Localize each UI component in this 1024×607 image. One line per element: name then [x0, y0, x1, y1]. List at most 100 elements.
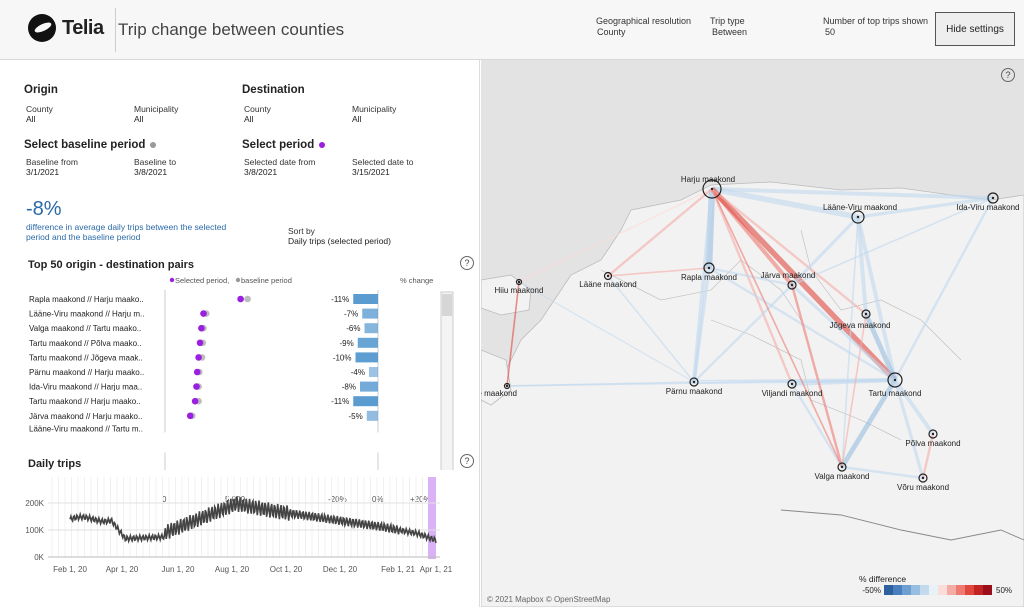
- map-canvas[interactable]: Harju maakond Lääne-Viru maakond Ida-Viru …: [481, 60, 1024, 607]
- trip-flow-line[interactable]: [857, 196, 994, 219]
- trip-flow-line[interactable]: [841, 465, 924, 480]
- trip-flow-line[interactable]: [841, 216, 859, 468]
- county-node[interactable]: [861, 309, 871, 319]
- county-node[interactable]: [689, 377, 699, 387]
- pair-label[interactable]: Ida-Viru maakond // Harju maa..: [29, 383, 142, 392]
- trip-flow-line[interactable]: [790, 215, 860, 287]
- selected-dot[interactable]: [191, 397, 199, 405]
- logo-text: Telia: [62, 16, 104, 39]
- trip-flow-line[interactable]: [607, 188, 713, 277]
- selected-dot[interactable]: [195, 354, 202, 361]
- legend-selected-text: Selected period,: [175, 276, 229, 285]
- pair-label[interactable]: Lääne-Viru maakond // Harju m..: [29, 310, 144, 319]
- trip-flow-line[interactable]: [711, 188, 867, 315]
- county-node[interactable]: [503, 382, 511, 390]
- county-node[interactable]: [851, 210, 865, 224]
- trip-flow-line[interactable]: [839, 378, 898, 469]
- pct-change-bar[interactable]: [353, 396, 378, 407]
- pair-label[interactable]: Järva maakond // Harju maako..: [29, 412, 142, 421]
- trip-flow-line[interactable]: [692, 267, 711, 383]
- pair-label[interactable]: Tartu maakond // Harju maako..: [29, 397, 141, 406]
- trip-flow-line[interactable]: [518, 188, 713, 283]
- destination-county-select[interactable]: All: [244, 114, 254, 124]
- setting-trip-type[interactable]: Trip type Between: [710, 16, 747, 38]
- selected-dot[interactable]: [237, 295, 244, 303]
- trip-flow-line[interactable]: [790, 383, 844, 468]
- pair-label[interactable]: Tartu maakond // Põlva maako..: [29, 339, 142, 348]
- origin-municipality-select[interactable]: All: [134, 114, 144, 124]
- pct-change-bar[interactable]: [369, 367, 378, 377]
- county-node[interactable]: [787, 280, 797, 290]
- selected-dot[interactable]: [200, 310, 207, 317]
- county-node[interactable]: [702, 179, 722, 199]
- selected-dot[interactable]: [186, 412, 194, 420]
- period-to-input[interactable]: 3/15/2021: [352, 167, 390, 177]
- trip-flow-line[interactable]: [856, 216, 897, 381]
- trip-flow-line[interactable]: [693, 284, 793, 383]
- map-panel[interactable]: Harju maakond Lääne-Viru maakond Ida-Viru …: [481, 60, 1024, 607]
- county-node[interactable]: [928, 429, 938, 439]
- trip-flow-line[interactable]: [711, 188, 843, 468]
- trip-flow-line[interactable]: [708, 266, 793, 287]
- setting-top-trips[interactable]: Number of top trips shown 50: [823, 16, 928, 38]
- pct-change-bar[interactable]: [357, 337, 378, 348]
- trip-flow-line[interactable]: [506, 379, 896, 387]
- origin-county-select[interactable]: All: [26, 114, 36, 124]
- trip-flow-line[interactable]: [709, 187, 898, 382]
- trip-flow-line[interactable]: [893, 379, 925, 479]
- trip-flow-line[interactable]: [506, 281, 520, 387]
- county-node[interactable]: [887, 372, 903, 388]
- trip-flow-line[interactable]: [711, 186, 859, 220]
- pct-change-bar[interactable]: [355, 352, 379, 363]
- pair-label[interactable]: Pärnu maakond // Harju maako..: [29, 368, 144, 377]
- baseline-dot[interactable]: [244, 295, 251, 303]
- map-help-icon[interactable]: ?: [1001, 68, 1015, 82]
- county-node[interactable]: [603, 271, 613, 281]
- map-attribution[interactable]: © 2021 Mapbox © OpenStreetMap: [487, 595, 611, 604]
- trip-flow-line[interactable]: [518, 281, 695, 383]
- trip-flow-line[interactable]: [607, 267, 710, 277]
- county-node[interactable]: [987, 192, 999, 204]
- trip-flow-line[interactable]: [856, 216, 868, 315]
- pct-change-bar[interactable]: [364, 323, 379, 334]
- pairs-scrollbar-thumb[interactable]: [442, 294, 452, 316]
- selected-dot[interactable]: [198, 324, 205, 332]
- trip-flow-line[interactable]: [791, 197, 994, 286]
- pair-label[interactable]: Valga maakond // Tartu maako..: [29, 324, 141, 333]
- pair-label[interactable]: Tartu maakond // Jõgeva maak..: [29, 353, 143, 362]
- pair-label[interactable]: Rapla maakond // Harju maako..: [29, 295, 144, 304]
- trip-flow-line[interactable]: [841, 313, 867, 468]
- county-node[interactable]: [837, 462, 847, 472]
- trip-flow-line[interactable]: [710, 188, 794, 385]
- trip-flow-line[interactable]: [893, 197, 995, 381]
- trip-flow-line[interactable]: [711, 187, 994, 200]
- selected-dot[interactable]: [196, 339, 204, 347]
- baseline-to-input[interactable]: 3/8/2021: [134, 167, 168, 177]
- county-node[interactable]: [703, 262, 715, 274]
- trip-flow-line[interactable]: [790, 284, 844, 468]
- trip-flow-line[interactable]: [863, 313, 898, 381]
- trip-flow-line[interactable]: [921, 433, 935, 479]
- help-icon[interactable]: ?: [460, 454, 474, 468]
- help-icon[interactable]: ?: [460, 256, 474, 270]
- trip-flow-line[interactable]: [790, 283, 897, 382]
- pct-change-bar[interactable]: [366, 410, 378, 421]
- selected-dot[interactable]: [193, 368, 201, 376]
- pairs-scrollbar[interactable]: [440, 291, 454, 470]
- pair-label[interactable]: Lääne-Viru maakond // Tartu m..: [29, 424, 143, 433]
- pct-change-bar[interactable]: [353, 294, 378, 304]
- pct-change-bar[interactable]: [362, 308, 378, 319]
- period-from-input[interactable]: 3/8/2021: [244, 167, 278, 177]
- county-node[interactable]: [515, 278, 523, 286]
- sort-select[interactable]: Daily trips (selected period): [288, 236, 391, 246]
- hide-settings-button[interactable]: Hide settings: [935, 12, 1015, 46]
- county-node[interactable]: [787, 379, 797, 389]
- pct-change-bar[interactable]: [360, 381, 378, 392]
- trip-flow-line[interactable]: [607, 275, 695, 383]
- trip-flow-line[interactable]: [893, 378, 935, 436]
- destination-municipality-select[interactable]: All: [352, 114, 362, 124]
- baseline-from-input[interactable]: 3/1/2021: [26, 167, 60, 177]
- setting-geo-resolution[interactable]: Geographical resolution County: [596, 16, 691, 38]
- selected-dot[interactable]: [193, 383, 200, 390]
- county-node[interactable]: [918, 473, 928, 483]
